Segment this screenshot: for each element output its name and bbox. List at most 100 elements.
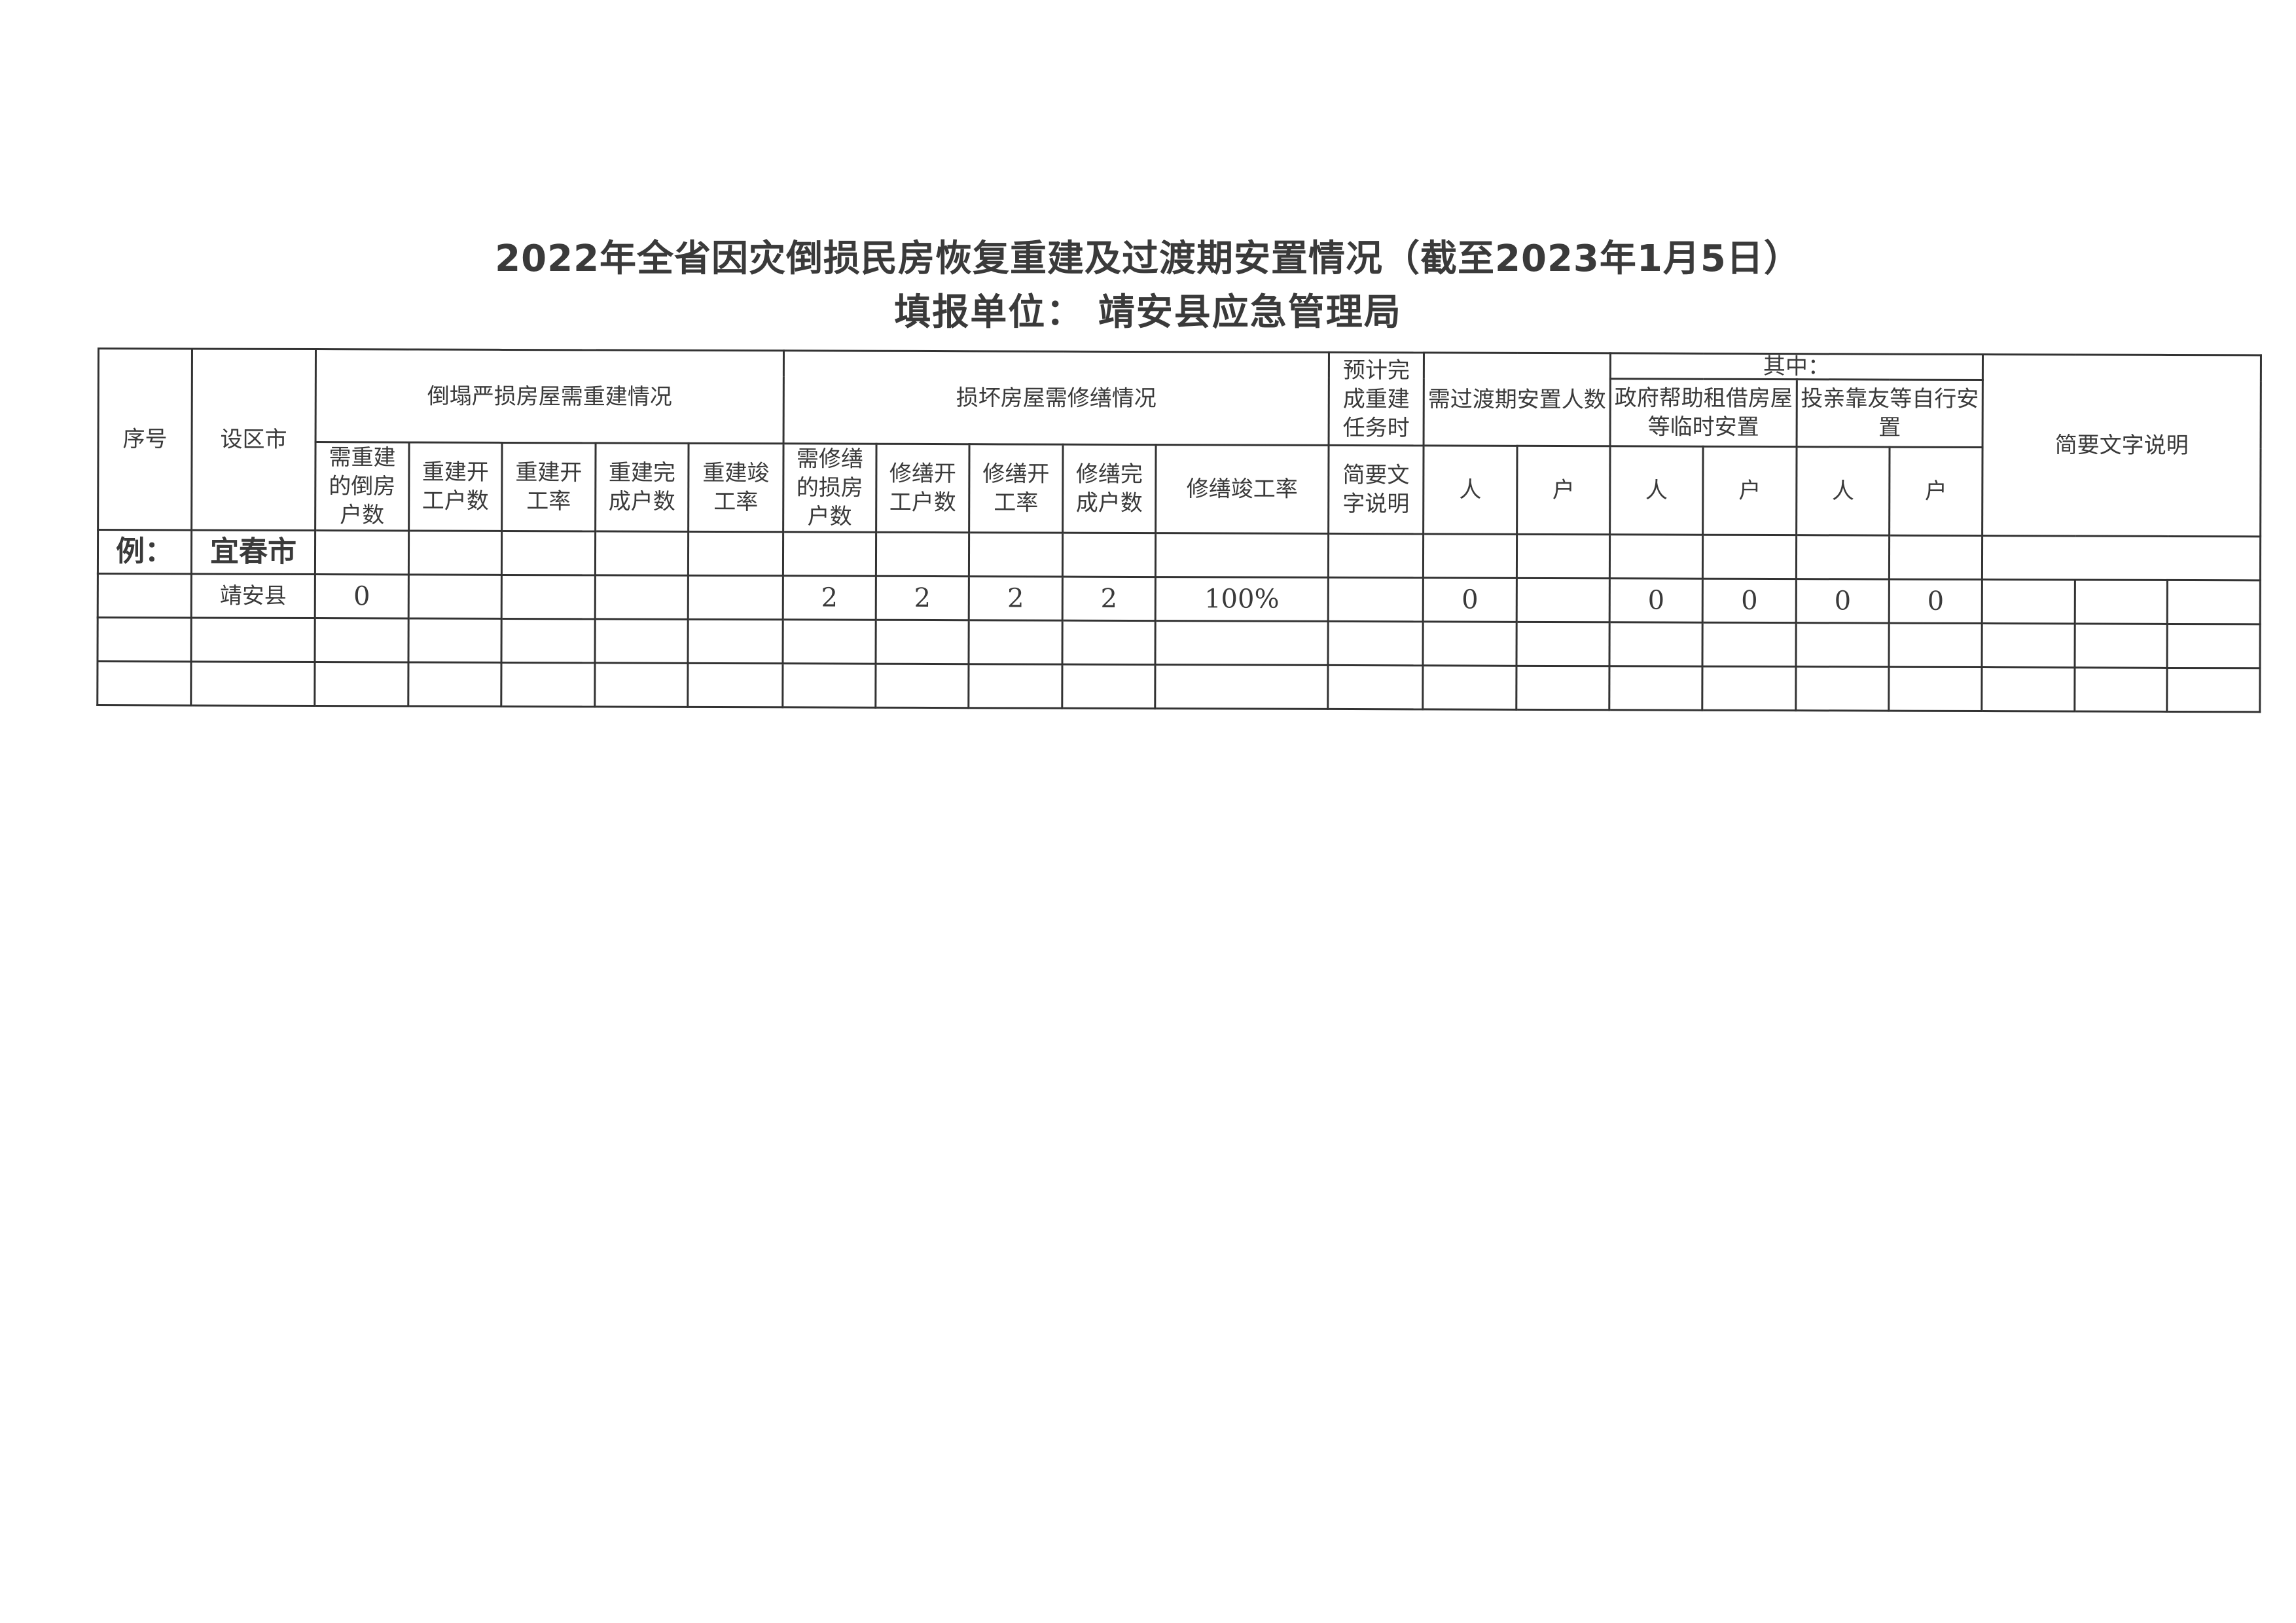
cell [1423, 533, 1517, 579]
cell [408, 574, 502, 619]
header-rebuild-col: 重建竣工率 [688, 443, 784, 532]
cell [1889, 623, 1982, 668]
cell [687, 663, 783, 707]
cell [1516, 666, 1610, 710]
header-rebuild-col: 重建完成户数 [595, 442, 689, 532]
header-household: 户 [1702, 446, 1797, 535]
cell [1796, 622, 1890, 668]
header-rebuild-group: 倒塌严损房屋需重建情况 [315, 349, 784, 444]
report-table: 序号 设区市 倒塌严损房屋需重建情况 损坏房屋需修缮情况 预计完成重建任务时 需… [96, 348, 2262, 713]
cell [501, 618, 596, 663]
cell [2167, 624, 2261, 668]
header-city: 设区市 [191, 348, 316, 531]
cell [1981, 667, 2075, 711]
cell [595, 531, 689, 576]
cell [1327, 665, 1424, 709]
cell [2074, 667, 2168, 712]
cell: 0 [1796, 579, 1890, 624]
cell [688, 531, 783, 576]
cell [1422, 665, 1517, 710]
header-repair-col: 需修缮的损房户数 [783, 443, 877, 533]
header-among: 其中： [1610, 353, 1983, 380]
cell [1423, 621, 1517, 666]
header-repair-col: 修缮完成户数 [1062, 444, 1157, 533]
county-cell [190, 661, 315, 706]
header-household: 户 [1516, 446, 1611, 535]
cell: 0 [315, 574, 409, 618]
cell [1516, 534, 1610, 579]
cell [97, 617, 192, 662]
cell: 0 [1889, 579, 1982, 624]
header-rebuild-col: 重建开工率 [501, 442, 596, 531]
cell [1328, 533, 1424, 578]
cell [1609, 666, 1703, 711]
cell [2167, 580, 2261, 624]
header-gov: 政府帮助租借房屋等临时安置 [1610, 378, 1797, 447]
table-row [97, 617, 2261, 668]
cell [1516, 622, 1610, 666]
header-person: 人 [1423, 445, 1518, 535]
cell [968, 664, 1062, 709]
header-repair-col: 修缮竣工率 [1155, 444, 1329, 534]
cell: 2 [876, 576, 969, 620]
cell [875, 620, 969, 664]
cell [876, 532, 969, 577]
cell [408, 618, 502, 663]
example-row: 例： 宜春市 [98, 529, 2261, 580]
table-row: 靖安县 0 2 2 2 2 100% 0 0 0 0 0 [98, 573, 2261, 624]
cell [594, 662, 688, 707]
cell: 2 [783, 575, 876, 620]
cell [595, 575, 689, 620]
cell [1982, 579, 2075, 624]
header-household: 户 [1889, 447, 1983, 536]
example-city: 宜春市 [191, 529, 315, 575]
cell [1062, 664, 1155, 709]
header-self: 投亲靠友等自行安置 [1797, 379, 1983, 448]
cell [688, 575, 783, 620]
reporting-unit: 填报单位： 靖安县应急管理局 [894, 291, 1402, 334]
cell [1155, 533, 1329, 578]
header-rebuild-col: 重建开工户数 [408, 442, 503, 531]
cell [783, 531, 876, 577]
example-seq: 例： [98, 529, 192, 574]
cell [501, 531, 596, 575]
county-cell: 靖安县 [191, 573, 315, 618]
cell [501, 575, 596, 619]
cell [1328, 577, 1424, 622]
cell [2075, 579, 2168, 624]
cell [314, 618, 409, 662]
header-notes: 简要文字说明 [1982, 354, 2261, 537]
cell [1982, 535, 2261, 580]
cell: 2 [1062, 577, 1156, 621]
cell [1609, 534, 1703, 579]
cell [1702, 535, 1797, 579]
cell [315, 530, 409, 575]
header-repair-col: 修缮开工率 [969, 444, 1064, 533]
cell [1062, 620, 1156, 665]
cell [969, 532, 1063, 577]
cell [1702, 622, 1797, 667]
cell [98, 573, 192, 618]
cell [1609, 622, 1703, 667]
header-rebuild-col: 需重建的倒房户数 [315, 442, 410, 531]
cell [594, 618, 689, 664]
cell [1328, 621, 1424, 666]
cell [408, 530, 502, 575]
cell [501, 662, 595, 707]
cell [314, 662, 408, 706]
cell [1982, 623, 2075, 668]
cell [1516, 578, 1610, 622]
cell [1155, 620, 1329, 666]
cell [2075, 623, 2168, 668]
header-person: 人 [1609, 446, 1704, 535]
cell: 0 [1702, 579, 1797, 623]
cell [875, 664, 969, 708]
table-row [97, 661, 2261, 712]
cell [1062, 533, 1156, 577]
cell [782, 619, 876, 664]
header-seq: 序号 [98, 348, 192, 530]
header-expected-sub: 简要文字说明 [1328, 445, 1424, 534]
header-transition: 需过渡期安置人数 [1424, 352, 1611, 446]
header-expected: 预计完成重建任务时 [1329, 352, 1424, 446]
cell [97, 661, 191, 705]
